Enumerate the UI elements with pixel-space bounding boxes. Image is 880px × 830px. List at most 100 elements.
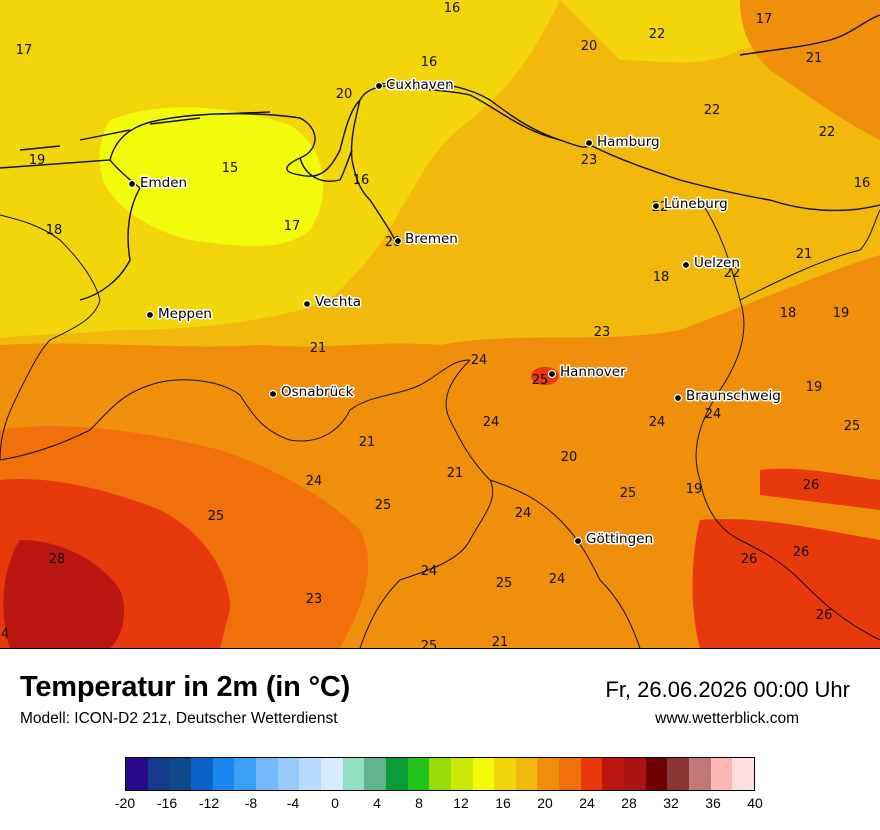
ems-estuary: [79, 159, 141, 301]
legend-tick: 0: [331, 795, 339, 811]
temp-label: 19: [686, 482, 703, 497]
city-label: Vechta: [315, 294, 361, 310]
city-braunschweig[interactable]: Braunschweig: [673, 387, 782, 406]
temp-label: 25: [844, 419, 861, 434]
city-dot: [651, 201, 661, 211]
legend-tick: -12: [198, 795, 220, 811]
temp-label: 16: [421, 55, 438, 70]
city-label: Cuxhaven: [386, 77, 454, 93]
map-title: Temperatur in 2m (in °C): [20, 671, 351, 703]
city-dot: [681, 260, 691, 270]
legend-tick: 12: [453, 795, 469, 811]
city-label: Osnabrück: [281, 384, 354, 400]
legend-swatch: [407, 758, 430, 790]
legend-swatch: [277, 758, 300, 790]
temp-label: 21: [796, 247, 813, 262]
legend-tick: 16: [495, 795, 511, 811]
website-link[interactable]: www.wetterblick.com: [655, 710, 799, 727]
temp-field-26-east2: [760, 468, 880, 510]
city-goettingen[interactable]: Göttingen: [573, 530, 655, 549]
legend-swatch: [385, 758, 408, 790]
legend-swatch: [169, 758, 191, 790]
model-subtitle: Modell: ICON-D2 21z, Deutscher Wetterdie…: [20, 710, 338, 727]
temp-label: 19: [29, 153, 46, 168]
legend-swatch: [429, 758, 451, 790]
legend-swatch: [320, 758, 343, 790]
legend-swatch: [515, 758, 538, 790]
elbe-river: [379, 81, 561, 141]
city-label: Uelzen: [694, 255, 740, 271]
legend-swatch: [710, 758, 733, 790]
state-border-east2: [739, 209, 880, 301]
legend-tick: 32: [663, 795, 679, 811]
temp-label: 24: [549, 572, 566, 587]
temp-label: 25: [375, 498, 392, 513]
temp-label: 25: [496, 576, 513, 591]
city-meppen[interactable]: Meppen: [145, 305, 213, 324]
legend-swatch: [147, 758, 170, 790]
temp-label: 25: [421, 639, 438, 649]
legend-swatch: [580, 758, 603, 790]
temp-label: 21: [310, 341, 327, 356]
city-hannover[interactable]: Hannover: [547, 363, 628, 382]
temp-label: 21: [447, 466, 464, 481]
east-frisian-islands: [19, 111, 271, 151]
city-label: Braunschweig: [686, 388, 781, 404]
temp-label: 25: [208, 509, 225, 524]
temp-label: 17: [16, 43, 33, 58]
temp-label: 26: [741, 552, 758, 567]
state-border-west: [0, 214, 101, 461]
north-coast-east: [739, 14, 880, 56]
temp-label: 24: [705, 407, 722, 422]
city-label: Bremen: [405, 231, 458, 247]
legend-tick: -8: [244, 795, 258, 811]
city-uelzen[interactable]: Uelzen: [681, 254, 741, 273]
legend-swatch: [494, 758, 516, 790]
city-dot: [547, 369, 557, 379]
temp-label: 24: [649, 415, 666, 430]
legend-swatch: [342, 758, 365, 790]
legend-tick: 40: [747, 795, 763, 811]
legend-swatch: [667, 758, 690, 790]
legend-tick-labels: -20 -16 -12 -8 -4 0 4 8 12 16 20 24 28 32 36 40: [115, 795, 763, 815]
temp-label: 16: [854, 176, 871, 191]
legend-tick: 28: [621, 795, 637, 811]
legend-swatch: [602, 758, 625, 790]
temp-label: 17: [756, 12, 773, 27]
temp-label: 21: [806, 51, 823, 66]
temp-field-16: [99, 107, 324, 247]
temp-label: 16: [444, 1, 461, 16]
city-osnabrueck[interactable]: Osnabrück: [268, 383, 355, 402]
temp-field-22-ne: [740, 0, 880, 140]
state-border-nrw: [0, 359, 471, 461]
temp-label: 25: [532, 373, 549, 388]
city-cuxhaven[interactable]: Cuxhaven: [374, 76, 455, 95]
legend-swatch: [190, 758, 213, 790]
forecast-datetime: Fr, 26.06.2026 00:00 Uhr: [605, 677, 850, 702]
legend-tick: 8: [415, 795, 423, 811]
coastline: [0, 85, 591, 177]
temp-label: 4: [1, 627, 9, 642]
temp-label: 24: [306, 474, 323, 489]
temp-label: 23: [306, 592, 323, 607]
city-emden[interactable]: Emden: [127, 174, 189, 193]
legend-swatch: [364, 758, 386, 790]
temp-label: 21: [492, 635, 509, 649]
temp-label: 26: [816, 608, 833, 623]
temp-label: 15: [222, 161, 239, 176]
temp-label: 20: [561, 450, 578, 465]
city-dot: [302, 299, 312, 309]
city-lueneburg[interactable]: Lüneburg: [651, 195, 729, 214]
temp-label: 21: [359, 435, 376, 450]
legend-swatch: [450, 758, 473, 790]
legend-swatch: [255, 758, 278, 790]
city-hamburg[interactable]: Hamburg: [584, 133, 661, 152]
temp-label: 19: [806, 380, 823, 395]
weser-estuary: [350, 99, 396, 241]
city-bremen[interactable]: Bremen: [393, 230, 459, 249]
city-label: Hannover: [560, 364, 626, 380]
city-label: Meppen: [158, 306, 212, 322]
temp-label: 24: [421, 564, 438, 579]
city-vechta[interactable]: Vechta: [302, 293, 363, 312]
city-label: Lüneburg: [664, 196, 728, 212]
